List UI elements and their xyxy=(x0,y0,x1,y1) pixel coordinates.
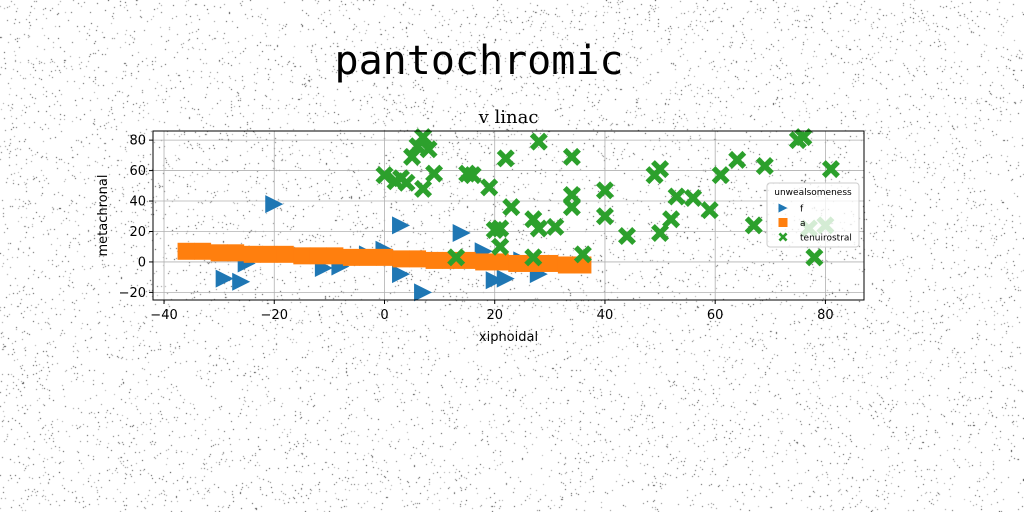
point-tenuirostral xyxy=(562,147,581,166)
legend: unwealsomeness fa tenuirostral xyxy=(766,182,860,248)
y-tick-label: 60 xyxy=(129,164,146,179)
point-tenuirostral xyxy=(744,216,763,235)
point-tenuirostral xyxy=(419,140,438,159)
y-axis-label: metachronal xyxy=(96,175,111,257)
point-tenuirostral xyxy=(667,187,686,206)
chart-marks xyxy=(177,128,840,302)
point-a xyxy=(309,247,327,265)
point-f xyxy=(485,271,504,290)
legend-box xyxy=(766,182,860,248)
point-tenuirostral xyxy=(425,164,444,183)
x-tick-label: 60 xyxy=(707,308,724,323)
point-tenuirostral xyxy=(546,217,565,236)
point-a xyxy=(260,245,278,263)
x-tick-label: 80 xyxy=(817,308,834,323)
point-tenuirostral xyxy=(447,248,466,267)
y-tick-label: 0 xyxy=(138,255,146,270)
y-tick-label: 40 xyxy=(129,195,146,210)
point-f xyxy=(265,195,284,214)
legend-marker-f xyxy=(778,203,788,213)
y-tick-label: 80 xyxy=(129,134,146,149)
point-tenuirostral xyxy=(794,128,813,147)
point-a xyxy=(375,248,393,266)
point-a xyxy=(210,244,228,262)
point-tenuirostral xyxy=(595,181,614,200)
point-a xyxy=(227,244,245,262)
legend-label-a: a xyxy=(800,219,806,229)
series-a xyxy=(177,242,592,274)
point-f xyxy=(215,269,234,288)
point-tenuirostral xyxy=(711,166,730,185)
x-tick-label: 0 xyxy=(380,308,388,323)
point-tenuirostral xyxy=(562,198,581,217)
point-tenuirostral xyxy=(375,166,394,185)
point-a xyxy=(293,247,311,265)
legend-marker-a xyxy=(778,218,788,227)
point-a xyxy=(392,250,410,268)
point-a xyxy=(508,254,526,272)
y-tick-label: 20 xyxy=(129,225,146,240)
legend-label-tenuirostral: tenuirostral xyxy=(800,234,852,244)
point-f xyxy=(232,272,251,291)
legend-marker-tenuirostral xyxy=(778,232,788,242)
axis-ticks: −40 −20 0 20 40 60 80 −20 0 20 40 60 80 xyxy=(119,134,834,323)
legend-label-f: f xyxy=(800,205,804,215)
point-tenuirostral xyxy=(496,149,515,168)
chart-title: v linac xyxy=(478,107,539,128)
point-a xyxy=(342,248,360,266)
point-a xyxy=(243,245,261,263)
series-tenuirostral xyxy=(375,128,840,267)
x-tick-label: −20 xyxy=(261,308,288,323)
point-tenuirostral xyxy=(821,160,840,179)
point-tenuirostral xyxy=(491,237,510,256)
point-tenuirostral xyxy=(662,210,681,229)
point-a xyxy=(475,253,493,271)
point-a xyxy=(491,253,509,271)
plot-frame xyxy=(152,130,865,301)
point-a xyxy=(425,251,443,269)
point-tenuirostral xyxy=(728,150,747,169)
page-title: pantochromic xyxy=(334,38,624,84)
point-a xyxy=(541,254,559,272)
x-tick-label: 20 xyxy=(486,308,503,323)
point-tenuirostral xyxy=(524,248,543,267)
point-tenuirostral xyxy=(397,173,416,192)
point-f xyxy=(414,283,433,302)
point-tenuirostral xyxy=(502,198,521,217)
point-tenuirostral xyxy=(805,248,824,267)
point-tenuirostral xyxy=(595,207,614,226)
x-axis-label: xiphoidal xyxy=(479,330,538,345)
point-a xyxy=(326,247,344,265)
point-a xyxy=(177,242,195,260)
point-tenuirostral xyxy=(651,224,670,243)
y-tick-label: −20 xyxy=(119,286,146,301)
point-f xyxy=(392,265,411,284)
point-a xyxy=(194,242,212,260)
point-tenuirostral xyxy=(651,160,670,179)
point-a xyxy=(409,250,427,268)
point-tenuirostral xyxy=(480,178,499,197)
point-a xyxy=(276,245,294,263)
x-tick-label: −40 xyxy=(150,308,177,323)
point-tenuirostral xyxy=(573,245,592,264)
point-f xyxy=(452,224,471,243)
point-a xyxy=(557,256,575,274)
point-tenuirostral xyxy=(414,179,433,198)
point-tenuirostral xyxy=(463,166,482,185)
point-tenuirostral xyxy=(414,128,433,147)
point-f xyxy=(496,269,515,288)
point-tenuirostral xyxy=(755,157,774,176)
point-tenuirostral xyxy=(491,219,510,238)
legend-title: unwealsomeness xyxy=(774,188,852,198)
point-tenuirostral xyxy=(684,188,703,207)
point-tenuirostral xyxy=(700,201,719,220)
point-tenuirostral xyxy=(618,227,636,246)
x-tick-label: 40 xyxy=(597,308,614,323)
point-a xyxy=(359,248,377,266)
point-tenuirostral xyxy=(403,147,422,166)
point-f xyxy=(392,216,411,235)
point-tenuirostral xyxy=(529,219,548,238)
point-tenuirostral xyxy=(529,132,548,151)
